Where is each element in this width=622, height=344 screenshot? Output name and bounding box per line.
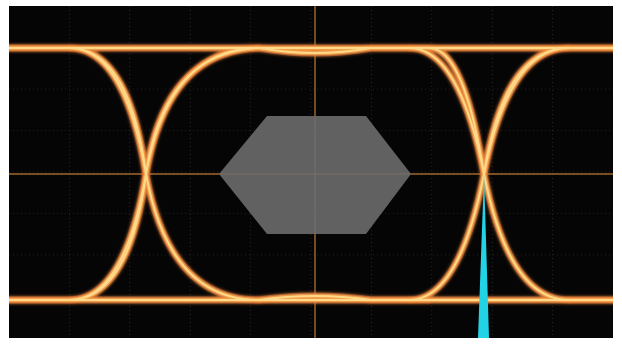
eye-mask-region[interactable] <box>219 116 411 234</box>
eye-waveform-traces <box>9 44 613 304</box>
eye-trace-core <box>9 46 613 175</box>
eye-trace-core <box>408 47 570 301</box>
jitter-histogram <box>478 174 489 338</box>
eye-diagram-display[interactable] <box>9 6 613 338</box>
eye-diagram-svg <box>9 6 613 338</box>
